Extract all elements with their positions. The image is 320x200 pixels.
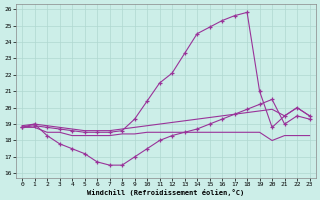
- X-axis label: Windchill (Refroidissement éolien,°C): Windchill (Refroidissement éolien,°C): [87, 189, 244, 196]
